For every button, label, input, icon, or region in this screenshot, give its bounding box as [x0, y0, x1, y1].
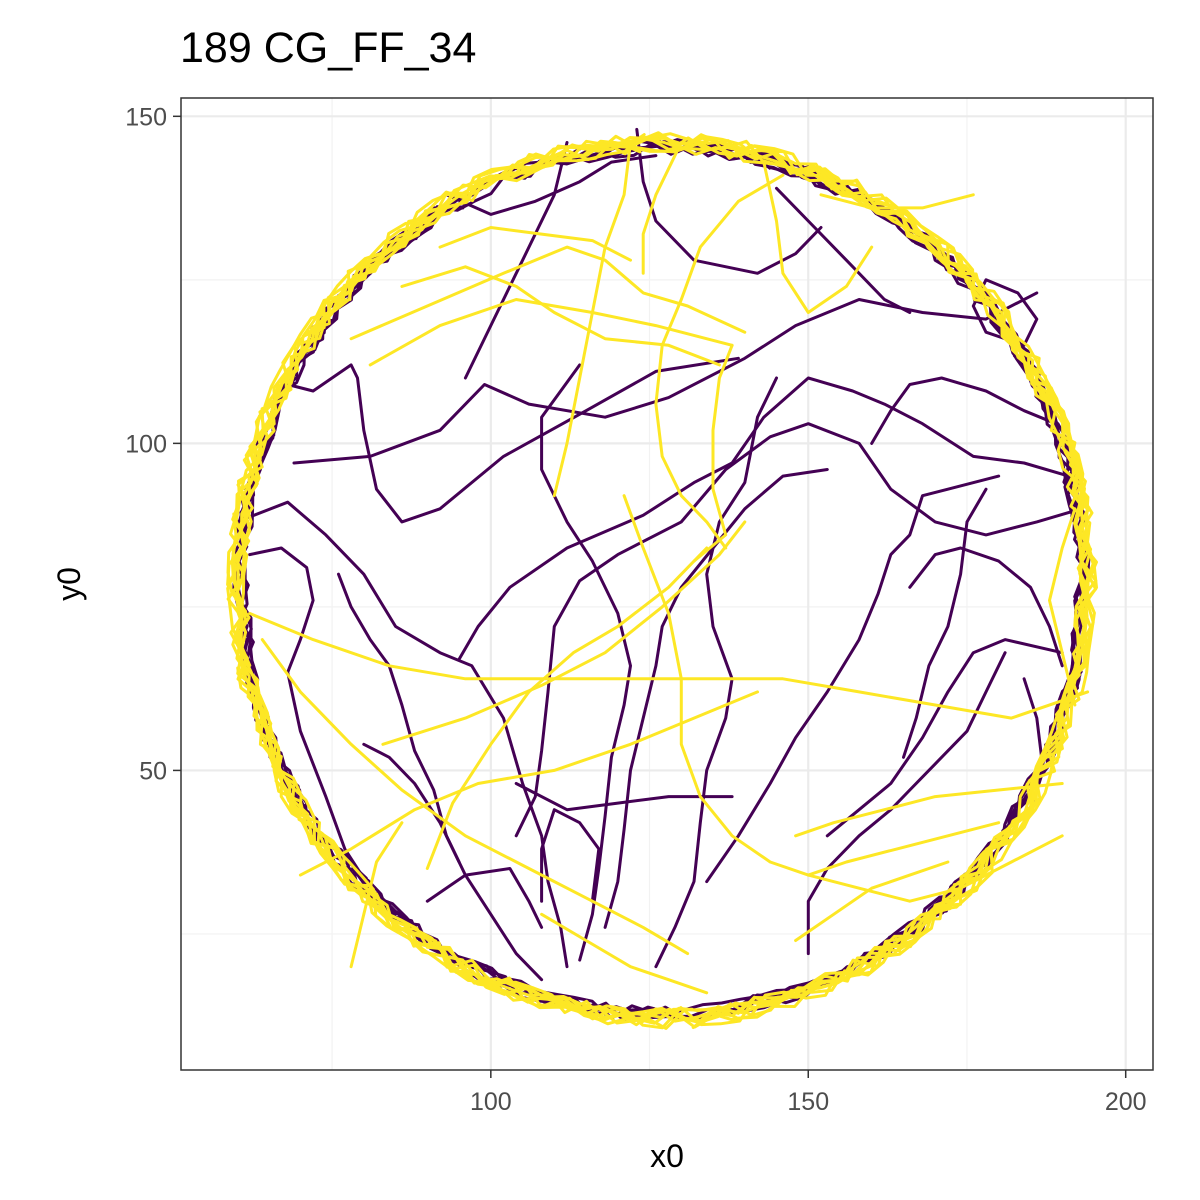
x-tick-label: 100: [470, 1088, 512, 1116]
trajectory-segment: [654, 173, 785, 550]
trajectory-segment: [794, 782, 1064, 838]
trajectory-segment: [603, 468, 829, 929]
trajectory-segment: [794, 860, 950, 942]
trajectory-segment: [457, 376, 1071, 661]
trajectory-traces: [226, 127, 1098, 1030]
trajectory-segment: [775, 186, 912, 314]
trajectory-segment: [902, 487, 988, 759]
x-tick-label: 150: [787, 1088, 829, 1116]
trajectory-segment: [762, 160, 874, 314]
trajectory-segment: [705, 474, 1001, 884]
trajectory-segment: [514, 422, 1083, 838]
chart-title: 189 CG_FF_34: [180, 24, 476, 72]
trajectory-segment: [444, 154, 658, 216]
perimeter-trace: [231, 133, 1098, 1024]
perimeter-trace: [226, 134, 1096, 1022]
y-tick-label: 100: [125, 430, 167, 458]
x-axis-title: x0: [650, 1138, 684, 1174]
trajectory-segment: [400, 265, 721, 367]
trajectory-segment: [908, 546, 1064, 668]
trajectory-segment: [298, 690, 759, 877]
grid: [181, 98, 1153, 1070]
trajectory-segment: [292, 291, 1039, 465]
trajectory-segment: [286, 356, 740, 524]
trajectory-segment: [425, 867, 544, 929]
panel-border: [180, 97, 1154, 1071]
x-tick-label: 200: [1105, 1088, 1147, 1116]
series-yellow-traces: [226, 131, 1098, 1030]
trajectory-segment: [1048, 507, 1077, 707]
trajectory-segment: [641, 141, 683, 275]
y-tick-label: 150: [125, 103, 167, 131]
y-tick-label: 50: [139, 757, 167, 785]
trajectory-segment: [248, 611, 1090, 720]
trajectory-segment: [463, 141, 569, 380]
trajectory-segment: [362, 742, 461, 864]
trajectory-segment: [622, 494, 1064, 903]
trajectory-segment: [552, 141, 632, 498]
trajectory-segment: [349, 821, 404, 969]
trajectory-segment: [819, 193, 975, 210]
axis-ticks: 100 150 200 50 100 150: [125, 103, 1146, 1116]
trajectory-segment: [870, 376, 1058, 445]
trajectory-segment: [540, 808, 601, 903]
y-axis-title: y0: [51, 567, 87, 601]
trajectory-segment: [806, 821, 1001, 877]
trajectory-segment: [337, 572, 544, 982]
trajectory-segment: [540, 363, 632, 962]
plot-panel: [181, 98, 1153, 1070]
trajectory-segment: [540, 912, 709, 995]
trajectory-segment: [514, 782, 734, 812]
trajectory-segment: [260, 638, 690, 956]
trajectory-segment: [235, 500, 569, 969]
trajectory-segment: [825, 638, 1064, 838]
trajectory-segment: [971, 278, 1039, 347]
trajectory-segment: [381, 520, 747, 746]
